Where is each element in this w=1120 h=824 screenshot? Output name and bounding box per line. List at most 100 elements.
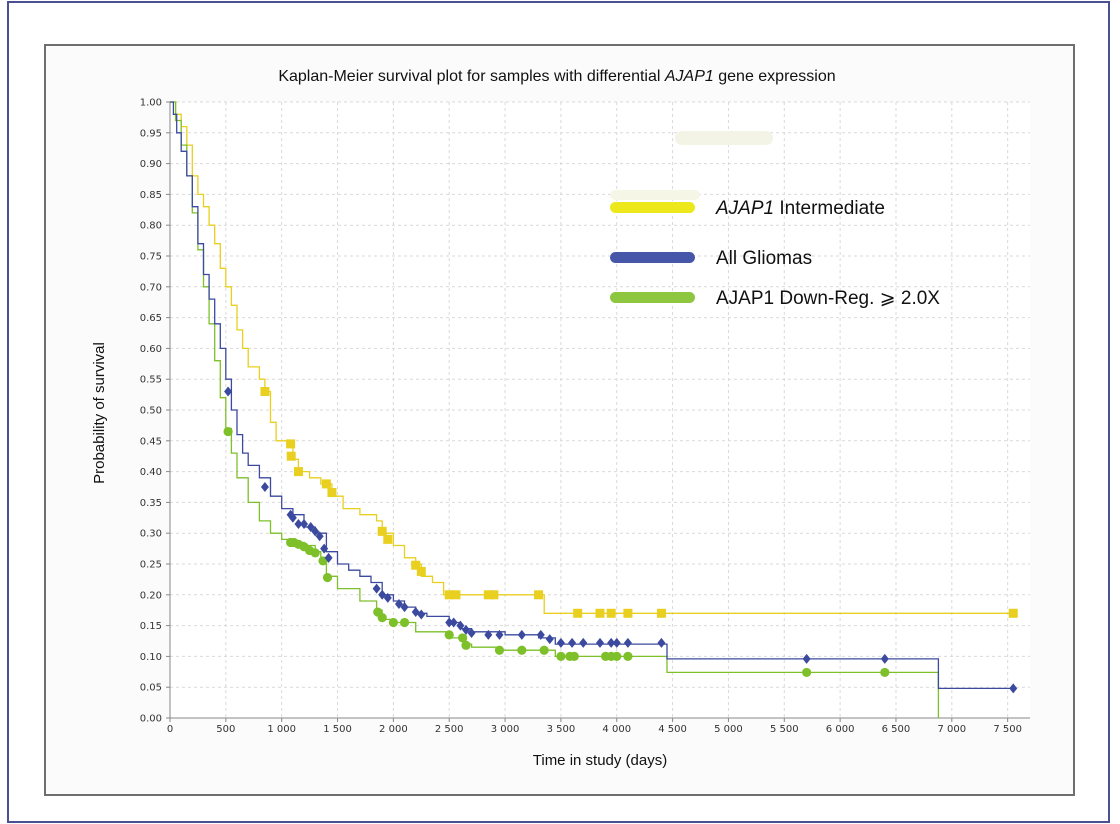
censor-marker (451, 590, 461, 600)
chart-title: Kaplan-Meier survival plot for samples w… (278, 68, 835, 85)
series-line (170, 101, 1014, 614)
censor-marker (534, 590, 544, 600)
censor-marker (623, 608, 633, 618)
censor-marker (223, 426, 233, 437)
censor-marker (545, 634, 554, 645)
y-tick-label: 0.00 (140, 714, 162, 725)
censor-marker (294, 518, 303, 529)
censor-marker (657, 637, 666, 648)
censor-marker (595, 608, 605, 618)
censor-marker (327, 488, 337, 498)
censor-marker (802, 667, 812, 678)
x-tick-label: 3 500 (547, 724, 576, 735)
censor-marker (288, 512, 297, 523)
y-tick-label: 0.60 (140, 344, 162, 355)
censor-marker (536, 629, 545, 640)
censor-marker (388, 617, 398, 628)
axis-layer: 0 500 1 000 1 500 2 000 2 500 3 000 3 500 4 000 4… (140, 98, 1030, 735)
y-tick-label: 0.95 (140, 128, 162, 139)
y-tick-label: 0.05 (140, 683, 162, 694)
censor-marker (579, 637, 588, 648)
grid-layer (169, 101, 1030, 719)
censor-marker (461, 640, 471, 650)
censor-marker (483, 590, 493, 600)
censor-marker (467, 627, 476, 638)
y-tick-label: 0.70 (140, 282, 162, 293)
x-tick-label: 4 000 (602, 724, 631, 735)
y-tick-label: 0.45 (140, 436, 162, 447)
y-tick-label: 0.15 (140, 621, 162, 632)
y-tick-label: 0.80 (140, 221, 162, 232)
y-tick-label: 0.50 (140, 406, 162, 417)
censor-marker (311, 526, 320, 537)
censor-marker (286, 439, 296, 449)
x-tick-label: 500 (216, 724, 235, 735)
legend: AJAP1 Intermediate All Gliomas AJAP1 Down-… (610, 131, 940, 309)
censor-marker (300, 518, 309, 529)
censor-marker (324, 552, 333, 563)
censor-marker (556, 651, 566, 662)
censor-marker (321, 479, 331, 489)
censor-marker (383, 592, 392, 603)
censor-marker (417, 609, 426, 620)
x-tick-label: 1 500 (323, 724, 352, 735)
y-axis-label: Probability of survival (91, 342, 108, 484)
y-tick-label: 0.35 (140, 498, 162, 509)
y-tick-label: 0.55 (140, 375, 162, 386)
legend-label: All Gliomas (716, 248, 812, 269)
x-tick-label: 6 500 (882, 724, 911, 735)
y-tick-label: 0.30 (140, 529, 162, 540)
censor-marker (383, 534, 393, 544)
censor-marker (623, 651, 633, 662)
legend-swatch (610, 292, 695, 303)
y-tick-label: 0.85 (140, 190, 162, 201)
censor-marker (224, 386, 233, 397)
censor-marker (444, 630, 454, 640)
censor-marker (444, 590, 454, 600)
y-tick-label: 0.65 (140, 313, 162, 324)
censor-marker (322, 572, 333, 583)
x-tick-label: 7 000 (937, 724, 966, 735)
censor-marker (260, 482, 269, 492)
censor-marker (378, 589, 387, 600)
legend-blank-patch (675, 131, 773, 145)
censor-marker (310, 548, 320, 558)
censor-marker (315, 531, 324, 542)
x-tick-label: 6 000 (826, 724, 855, 735)
censor-marker (656, 608, 666, 618)
censor-marker (569, 651, 579, 662)
censor-marker (489, 590, 499, 600)
censor-marker (411, 560, 421, 570)
censor-marker (377, 526, 387, 536)
y-tick-label: 0.75 (140, 252, 162, 263)
censor-marker (494, 645, 505, 655)
censor-marker (416, 566, 426, 576)
series-layer (170, 101, 1018, 718)
censor-marker (517, 645, 527, 655)
censor-marker (399, 617, 410, 628)
censor-marker (612, 637, 621, 648)
censor-marker (607, 637, 616, 648)
censor-marker (445, 617, 454, 628)
y-tick-label: 0.10 (140, 652, 162, 663)
censor-marker (377, 612, 387, 623)
censor-marker (612, 651, 622, 662)
censor-marker (880, 653, 889, 664)
legend-swatch (610, 202, 695, 213)
censor-marker (556, 637, 565, 648)
y-tick-label: 0.25 (140, 560, 162, 571)
legend-label: AJAP1 Intermediate (715, 198, 885, 219)
x-tick-label: 7 500 (993, 724, 1022, 735)
x-tick-label: 2 500 (435, 724, 464, 735)
x-tick-label: 4 500 (658, 724, 687, 735)
y-tick-label: 0.20 (140, 590, 162, 601)
censor-marker (456, 620, 465, 631)
censor-marker (394, 599, 403, 610)
censor-marker (573, 608, 583, 618)
censor-marker (260, 387, 270, 397)
censor-marker (320, 543, 329, 554)
censor-marker (568, 637, 577, 648)
censor-marker (1009, 683, 1018, 694)
x-tick-label: 1 000 (267, 724, 296, 735)
